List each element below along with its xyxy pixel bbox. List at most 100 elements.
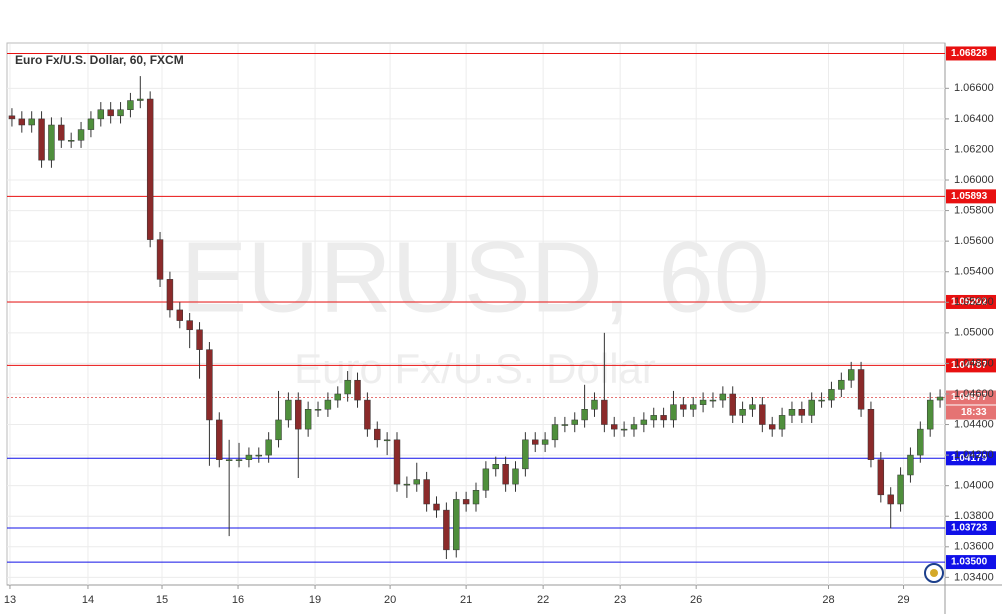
y-tick-label: 1.03600 <box>954 541 994 553</box>
candle-body <box>354 379 361 401</box>
candle-body <box>907 454 914 476</box>
candle-body <box>660 415 667 421</box>
candle-body <box>611 424 618 430</box>
x-tick-label: 19 <box>309 594 321 606</box>
candle-body <box>334 393 341 401</box>
y-tick-label: 1.06200 <box>954 143 994 155</box>
y-tick-label: 1.05600 <box>954 235 994 247</box>
candle-body <box>739 409 746 416</box>
candle-body <box>492 464 499 470</box>
y-tick-label: 1.04000 <box>954 480 994 492</box>
last-price-box <box>946 390 996 405</box>
candle-body <box>413 479 420 485</box>
candles <box>8 76 944 560</box>
candle-body <box>561 424 569 426</box>
candle-body <box>601 399 608 425</box>
candle-body <box>146 98 154 240</box>
level-label-box <box>946 555 996 570</box>
level-label: 1.06828 <box>951 48 988 59</box>
candle-body <box>117 109 124 117</box>
candle-body <box>295 399 302 430</box>
candle-body <box>828 389 835 401</box>
x-tick-label: 21 <box>460 594 472 606</box>
y-tick-label: 1.05200 <box>954 296 994 308</box>
candle-body <box>225 459 233 461</box>
candle-body <box>97 109 105 120</box>
candle-body <box>87 118 95 130</box>
level-label-box <box>946 46 996 61</box>
candle-body <box>847 369 855 381</box>
candle-body <box>759 404 766 425</box>
candle-body <box>541 439 549 445</box>
candle-body <box>255 454 262 457</box>
candle-body <box>344 379 351 395</box>
x-tick-label: 28 <box>822 594 834 606</box>
candle-body <box>798 409 806 416</box>
candle-body <box>374 428 381 441</box>
last-price-label: 1.04577 <box>951 392 988 403</box>
x-tick-label: 26 <box>690 594 702 606</box>
candle-body <box>433 503 440 511</box>
candle-body <box>630 424 638 430</box>
level-label-box <box>946 358 996 373</box>
candle-body <box>532 439 539 445</box>
candle-body <box>709 399 717 402</box>
level-label: 1.03500 <box>951 557 988 568</box>
x-tick-label: 13 <box>4 594 16 606</box>
candle-body <box>48 124 55 161</box>
candle-body <box>591 399 598 410</box>
candle-body <box>423 479 430 505</box>
y-tick-label: 1.04200 <box>954 449 994 461</box>
candle-body <box>186 320 193 331</box>
y-tick-label: 1.04800 <box>954 357 994 369</box>
axes: 1.03400 1.03600 1.03800 1.04000 1.04200 1.044… <box>4 82 994 606</box>
candle-body <box>482 468 490 491</box>
candle-body <box>571 419 578 425</box>
y-tick-label: 1.06000 <box>954 174 994 186</box>
x-tick-label: 22 <box>537 594 549 606</box>
y-tick-label: 1.05800 <box>954 204 994 216</box>
y-tick-label: 1.03400 <box>954 571 994 583</box>
y-tick-label: 1.05400 <box>954 266 994 278</box>
settings-icon-center <box>930 569 938 577</box>
candle-body <box>8 115 16 120</box>
candle-body <box>877 459 885 496</box>
candle-body <box>778 415 786 430</box>
candle-body <box>28 118 35 126</box>
watermark-symbol: EURUSD, 60 <box>180 221 769 333</box>
level-label: 1.04179 <box>951 453 988 464</box>
candle-body <box>38 118 45 161</box>
candle-body <box>699 399 707 405</box>
candle-body <box>443 509 450 551</box>
y-tick-label: 1.06600 <box>954 82 994 94</box>
candle-body <box>581 409 588 421</box>
candle-body <box>364 399 371 430</box>
candle-body <box>166 279 174 311</box>
level-label-box <box>946 294 996 309</box>
candle-body <box>788 409 796 416</box>
x-tick-label: 16 <box>232 594 244 606</box>
candle-body <box>304 409 312 430</box>
candle-body <box>235 459 243 461</box>
candle-body <box>818 399 825 402</box>
candle-body <box>502 464 509 485</box>
levels: 1.06828 1.05893 1.05202 1.04787 1.04179 1.037… <box>7 46 996 570</box>
level-label-box <box>946 520 996 535</box>
candle-body <box>897 474 904 505</box>
candle-body <box>462 499 470 505</box>
candle-body <box>522 439 529 470</box>
candle-body <box>156 239 164 280</box>
x-tick-label: 23 <box>614 594 626 606</box>
candle-body <box>640 419 648 425</box>
candle-body <box>936 396 944 401</box>
level-label-box <box>946 189 996 204</box>
candle-body <box>926 399 934 430</box>
x-tick-label: 14 <box>82 594 94 606</box>
y-tick-label: 1.05000 <box>954 327 994 339</box>
candle-body <box>768 424 776 430</box>
candle-body <box>472 489 480 505</box>
candle-body <box>18 118 26 126</box>
candle-body <box>285 399 292 421</box>
candle-body <box>67 140 75 142</box>
candle-body <box>393 439 401 485</box>
